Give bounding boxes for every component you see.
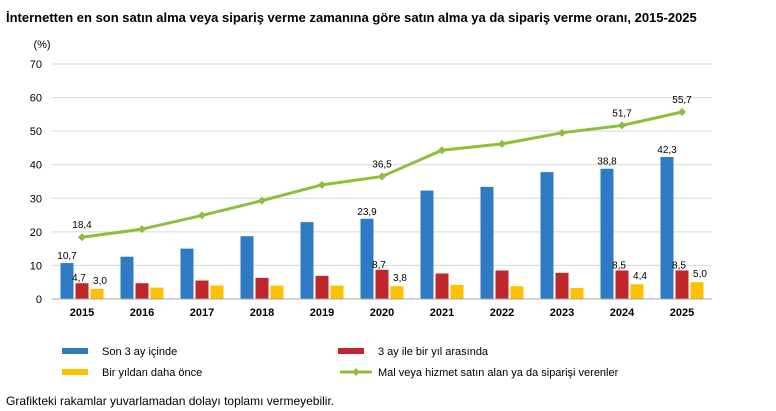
legend-swatch bbox=[62, 348, 88, 354]
bar-2 bbox=[555, 272, 569, 299]
footnote: Grafikteki rakamlar yuvarlamadan dolayı … bbox=[6, 394, 335, 408]
x-tick-label: 2015 bbox=[70, 307, 94, 319]
bar-2 bbox=[495, 270, 509, 299]
bar-2 bbox=[375, 269, 389, 299]
legend-swatch bbox=[338, 348, 364, 354]
bar-layer bbox=[60, 156, 704, 299]
data-label: 4,7 bbox=[72, 273, 86, 284]
bar-2 bbox=[255, 277, 269, 299]
legend-swatch bbox=[62, 369, 88, 375]
line-data-label: 36,5 bbox=[372, 159, 392, 170]
x-tick-label: 2024 bbox=[610, 307, 635, 319]
y-tick-label: 0 bbox=[36, 294, 42, 306]
chart-title: İnternetten en son satın alma veya sipar… bbox=[6, 10, 697, 25]
bar-1 bbox=[240, 236, 254, 299]
line-marker bbox=[318, 180, 326, 189]
data-label: 8,5 bbox=[612, 260, 626, 271]
legend-label: Mal veya hizmet satın alan ya da sipariş… bbox=[378, 367, 619, 379]
bar-2 bbox=[435, 273, 449, 299]
y-tick-label: 20 bbox=[30, 227, 42, 239]
bar-2 bbox=[675, 270, 689, 299]
legend-label: Bir yıldan daha önce bbox=[102, 367, 202, 379]
data-label: 42,3 bbox=[657, 145, 677, 156]
data-label: 3,8 bbox=[393, 273, 407, 284]
bar-2 bbox=[615, 270, 629, 299]
bar-1 bbox=[600, 168, 614, 299]
bar-3 bbox=[270, 285, 284, 299]
bar-1 bbox=[120, 256, 134, 299]
line-marker bbox=[678, 108, 686, 117]
bar-3 bbox=[210, 285, 224, 299]
bar-3 bbox=[630, 284, 644, 299]
data-label: 4,4 bbox=[633, 271, 647, 282]
line-layer bbox=[78, 108, 686, 242]
bar-1 bbox=[360, 218, 374, 299]
y-tick-label: 40 bbox=[30, 160, 42, 172]
legend-label: 3 ay ile bir yıl arasında bbox=[378, 346, 489, 358]
bar-1 bbox=[480, 186, 494, 299]
y-tick-label: 10 bbox=[30, 260, 42, 272]
y-tick-label: 70 bbox=[30, 59, 42, 71]
line-marker bbox=[558, 128, 566, 137]
line-data-label: 55,7 bbox=[672, 95, 692, 106]
bar-3 bbox=[330, 285, 344, 299]
line-marker bbox=[378, 172, 386, 181]
x-tick-label: 2019 bbox=[310, 307, 334, 319]
bar-3 bbox=[570, 287, 584, 299]
x-tick-label: 2017 bbox=[190, 307, 214, 319]
bar-2 bbox=[315, 275, 329, 299]
line-marker bbox=[438, 146, 446, 155]
legend-marker bbox=[352, 368, 360, 376]
data-label: 38,8 bbox=[597, 157, 617, 168]
x-tick-label: 2022 bbox=[490, 307, 514, 319]
axis-layer: (%) 0 10 20 30 40 50 60 70 2015 2016 2017 2018 2019 20… bbox=[30, 39, 712, 319]
y-tick-label: 60 bbox=[30, 93, 42, 105]
bar-3 bbox=[90, 288, 104, 299]
x-tick-label: 2023 bbox=[550, 307, 574, 319]
line-marker bbox=[498, 139, 506, 148]
x-tick-label: 2021 bbox=[430, 307, 454, 319]
bar-1 bbox=[300, 222, 314, 299]
x-tick-label: 2018 bbox=[250, 307, 274, 319]
data-label: 8,7 bbox=[372, 260, 386, 271]
line-marker bbox=[258, 196, 266, 205]
data-label: 3,0 bbox=[93, 276, 107, 287]
bar-1 bbox=[420, 190, 434, 299]
bar-3 bbox=[390, 286, 404, 299]
bar-1 bbox=[540, 172, 554, 299]
data-label: 8,5 bbox=[672, 260, 686, 271]
line-data-label: 18,4 bbox=[72, 220, 92, 231]
bar-1 bbox=[60, 263, 74, 299]
label-layer: 10,7 23,9 38,8 42,3 4,7 8,7 8,5 8,5 3,0 3,8 4,4 5,0… bbox=[57, 95, 707, 287]
data-label: 23,9 bbox=[357, 207, 377, 218]
y-tick-label: 50 bbox=[30, 126, 42, 138]
bar-1 bbox=[180, 248, 194, 299]
line-marker bbox=[198, 211, 206, 220]
bar-3 bbox=[690, 282, 704, 299]
line-data-label: 51,7 bbox=[612, 108, 632, 119]
bar-2 bbox=[135, 283, 149, 299]
data-label: 5,0 bbox=[693, 269, 707, 280]
y-tick-label: 30 bbox=[30, 193, 42, 205]
bar-1 bbox=[660, 156, 674, 299]
line-marker bbox=[138, 225, 146, 234]
y-axis-unit: (%) bbox=[33, 39, 50, 51]
x-tick-label: 2025 bbox=[670, 307, 694, 319]
bar-3 bbox=[150, 287, 164, 299]
bar-2 bbox=[75, 283, 89, 299]
data-label: 10,7 bbox=[57, 251, 77, 262]
legend: Son 3 ay içinde 3 ay ile bir yıl arasında… bbox=[62, 346, 619, 379]
line-marker bbox=[78, 233, 86, 242]
bar-3 bbox=[510, 286, 524, 299]
bar-2 bbox=[195, 280, 209, 299]
line-marker bbox=[618, 121, 626, 130]
x-tick-label: 2020 bbox=[370, 307, 394, 319]
x-tick-label: 2016 bbox=[130, 307, 154, 319]
chart: 10,7 23,9 38,8 42,3 4,7 8,7 8,5 8,5 3,0 3,8 4,4 5,0… bbox=[30, 39, 712, 379]
legend-label: Son 3 ay içinde bbox=[102, 346, 177, 358]
bar-3 bbox=[450, 284, 464, 299]
